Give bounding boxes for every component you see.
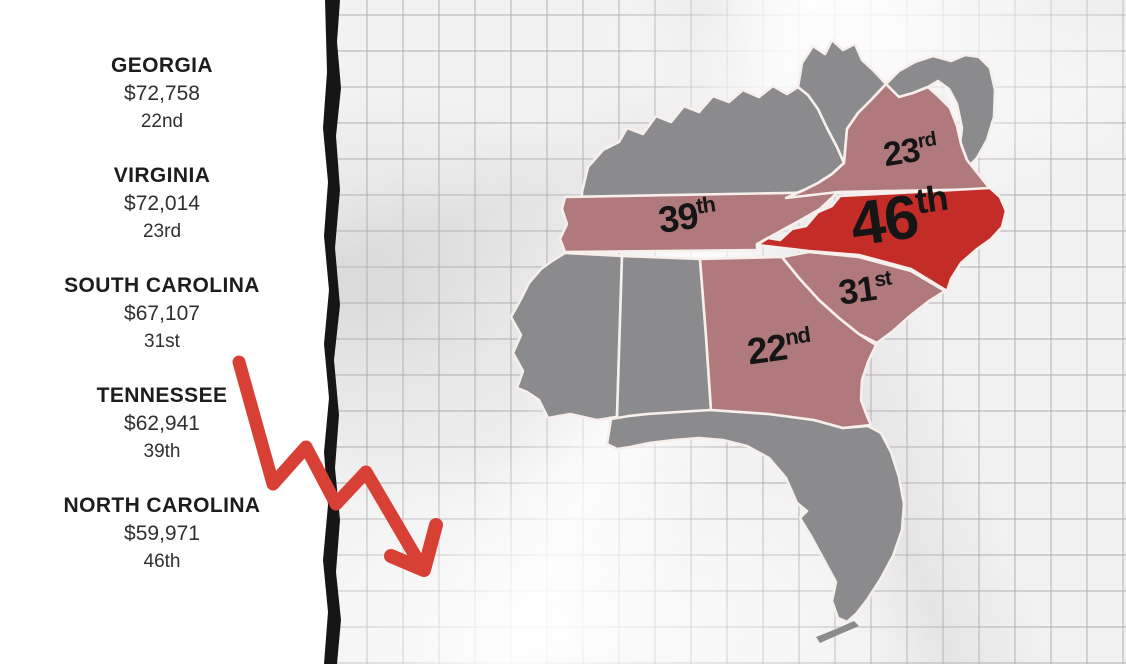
state-north-carolina bbox=[755, 186, 1008, 293]
state-name: SOUTH CAROLINA bbox=[64, 274, 260, 297]
map-label-north-carolina-rank: 46th bbox=[846, 177, 954, 260]
state-name: NORTH CAROLINA bbox=[63, 494, 261, 517]
state-mississippi bbox=[509, 251, 624, 422]
state-rank: 23rd bbox=[142, 221, 182, 242]
state-value: $59,971 bbox=[124, 522, 200, 545]
state-value: $62,941 bbox=[124, 412, 200, 435]
florida-keys bbox=[816, 621, 859, 643]
state-rank: 31st bbox=[144, 331, 180, 352]
state-name: GEORGIA bbox=[111, 54, 213, 77]
arrow-shaft bbox=[232, 355, 427, 571]
divider-line bbox=[323, 0, 341, 664]
sidebar-entries: GEORGIA $72,758 22nd VIRGINIA $72,014 23… bbox=[0, 0, 324, 575]
list-item-north-carolina: NORTH CAROLINA $59,971 46th bbox=[0, 492, 324, 575]
state-value: $72,758 bbox=[124, 82, 200, 105]
state-west-virginia bbox=[796, 38, 888, 165]
map-label-virginia-rank: 23rd bbox=[881, 128, 940, 174]
state-value: $72,014 bbox=[124, 192, 200, 215]
state-rank: 39th bbox=[143, 441, 181, 462]
list-item-tennessee: TENNESSEE $62,941 39th bbox=[0, 382, 324, 465]
state-south-carolina bbox=[780, 250, 947, 345]
state-rank: 46th bbox=[143, 551, 181, 572]
map-label-georgia-rank: 22nd bbox=[745, 322, 814, 373]
list-item-georgia: GEORGIA $72,758 22nd bbox=[0, 52, 324, 135]
state-value: $67,107 bbox=[124, 302, 200, 325]
state-rank: 22nd bbox=[140, 111, 184, 132]
map-label-south-carolina-rank: 31st bbox=[836, 266, 896, 312]
map-label-tennessee-rank: 39th bbox=[656, 191, 720, 241]
state-name: TENNESSEE bbox=[96, 384, 228, 407]
list-item-virginia: VIRGINIA $72,014 23rd bbox=[0, 162, 324, 245]
downward-trend-arrow-icon bbox=[232, 355, 443, 577]
state-kentucky bbox=[580, 84, 846, 199]
state-name: VIRGINIA bbox=[113, 164, 211, 187]
list-item-south-carolina: SOUTH CAROLINA $67,107 31st bbox=[0, 272, 324, 355]
state-ranking-sidebar: GEORGIA $72,758 22nd VIRGINIA $72,014 23… bbox=[0, 0, 324, 664]
state-virginia bbox=[784, 82, 992, 200]
arrow-head bbox=[384, 518, 443, 577]
state-florida bbox=[605, 408, 906, 624]
